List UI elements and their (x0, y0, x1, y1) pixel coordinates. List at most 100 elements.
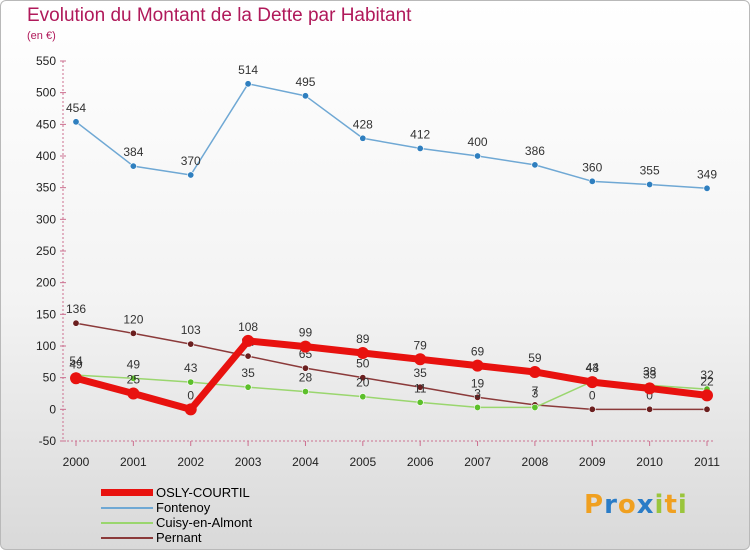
data-label-osly-courtil: 0 (187, 388, 194, 402)
proxiti-logo: Proxiti (584, 490, 688, 520)
data-point-osly-courtil (70, 372, 82, 385)
legend-swatch-osly-courtil (101, 489, 153, 496)
data-label-osly-courtil: 69 (471, 345, 485, 359)
data-label-cuisy-en-almont: 49 (127, 357, 141, 371)
data-point-osly-courtil (528, 365, 541, 378)
data-point-osly-courtil (643, 382, 656, 395)
data-point-cuisy-en-almont (244, 383, 252, 391)
x-tick-label: 2009 (579, 455, 606, 469)
data-label-cuisy-en-almont: 54 (69, 354, 83, 368)
data-label-cuisy-en-almont: 32 (700, 368, 714, 382)
data-point-cuisy-en-almont (474, 403, 482, 411)
legend-label-fontenoy: Fontenoy (156, 500, 211, 515)
data-point-osly-courtil (356, 346, 369, 359)
x-tick-label: 2000 (63, 455, 90, 469)
data-point-fontenoy (703, 184, 711, 192)
data-point-pernant (416, 383, 424, 391)
y-tick-label: 400 (36, 149, 56, 163)
data-point-fontenoy (187, 171, 195, 179)
series-line-osly-courtil (72, 337, 711, 413)
data-label-fontenoy: 349 (697, 167, 717, 181)
data-label-osly-courtil: 25 (127, 373, 141, 387)
data-point-pernant (703, 405, 711, 413)
x-tick-label: 2003 (235, 455, 262, 469)
data-point-pernant (187, 340, 195, 348)
x-tick-label: 2002 (177, 455, 204, 469)
data-point-fontenoy (474, 152, 482, 160)
x-tick-label: 2006 (407, 455, 434, 469)
logo-letter: t (664, 490, 678, 520)
data-point-pernant (474, 393, 482, 401)
data-label-pernant: 0 (646, 388, 653, 402)
y-tick-label: 450 (36, 117, 56, 131)
data-point-cuisy-en-almont (416, 398, 424, 406)
x-tick-label: 2010 (636, 455, 663, 469)
data-point-fontenoy (244, 80, 252, 88)
data-label-osly-courtil: 108 (238, 320, 258, 334)
x-tick-label: 2007 (464, 455, 491, 469)
legend-swatch-cuisy-en-almont (101, 522, 153, 524)
data-label-cuisy-en-almont: 43 (184, 361, 198, 375)
data-point-osly-courtil (242, 334, 255, 347)
data-point-osly-courtil (299, 340, 312, 353)
y-tick-label: 0 (49, 402, 56, 416)
chart-title: Evolution du Montant de la Dette par Hab… (27, 5, 412, 26)
data-point-fontenoy (129, 162, 137, 170)
data-label-fontenoy: 514 (238, 63, 258, 77)
logo-letter: i (654, 490, 665, 520)
data-label-osly-courtil: 99 (299, 326, 313, 340)
y-tick-label: 350 (36, 181, 56, 195)
data-label-osly-courtil: 43 (586, 361, 600, 375)
data-point-pernant (244, 352, 252, 360)
series-line-fontenoy (75, 83, 708, 190)
data-label-pernant: 19 (471, 376, 485, 390)
data-label-fontenoy: 370 (181, 154, 201, 168)
data-label-cuisy-en-almont: 20 (356, 376, 370, 390)
data-label-fontenoy: 428 (353, 117, 373, 131)
data-label-pernant: 120 (123, 312, 143, 326)
data-label-pernant: 0 (589, 388, 596, 402)
x-tick-label: 2005 (349, 455, 376, 469)
data-label-fontenoy: 384 (123, 145, 143, 159)
data-label-cuisy-en-almont: 3 (474, 386, 481, 400)
data-label-pernant: 50 (356, 357, 370, 371)
data-label-fontenoy: 454 (66, 101, 86, 115)
data-point-pernant (359, 374, 367, 382)
data-point-fontenoy (359, 134, 367, 142)
chart-subtitle: (en €) (27, 30, 56, 42)
data-point-fontenoy (72, 118, 80, 126)
legend-label-osly-courtil: OSLY-COURTIL (156, 485, 250, 500)
data-point-fontenoy (588, 177, 596, 185)
logo-letter: P (584, 490, 605, 520)
data-label-fontenoy: 495 (295, 75, 315, 89)
data-label-cuisy-en-almont: 38 (643, 364, 657, 378)
data-point-cuisy-en-almont (359, 393, 367, 401)
logo-letter: r (604, 490, 618, 520)
data-label-osly-courtil: 89 (356, 332, 370, 346)
legend-label-pernant: Pernant (156, 530, 202, 545)
data-point-fontenoy (531, 161, 539, 169)
data-label-cuisy-en-almont: 35 (241, 366, 255, 380)
data-label-cuisy-en-almont: 44 (586, 360, 600, 374)
y-tick-label: 200 (36, 276, 56, 290)
data-label-cuisy-en-almont: 28 (299, 371, 313, 385)
data-point-osly-courtil (471, 359, 484, 372)
y-tick-label: 250 (36, 244, 56, 258)
legend-swatch-pernant (101, 537, 153, 539)
data-point-pernant (129, 329, 137, 337)
data-point-cuisy-en-almont (187, 378, 195, 386)
series-line-pernant (75, 322, 708, 411)
y-tick-label: -50 (39, 434, 57, 448)
data-point-fontenoy (301, 92, 309, 100)
logo-letter: i (677, 490, 688, 520)
y-tick-label: 100 (36, 339, 56, 353)
data-label-cuisy-en-almont: 11 (414, 381, 427, 395)
x-tick-label: 2011 (694, 455, 720, 469)
logo-letter: x (636, 490, 655, 520)
legend-label-cuisy-en-almont: Cuisy-en-Almont (156, 515, 253, 530)
data-label-pernant: 103 (181, 323, 201, 337)
data-point-fontenoy (416, 144, 424, 152)
data-label-fontenoy: 360 (582, 160, 602, 174)
data-label-fontenoy: 412 (410, 127, 430, 141)
